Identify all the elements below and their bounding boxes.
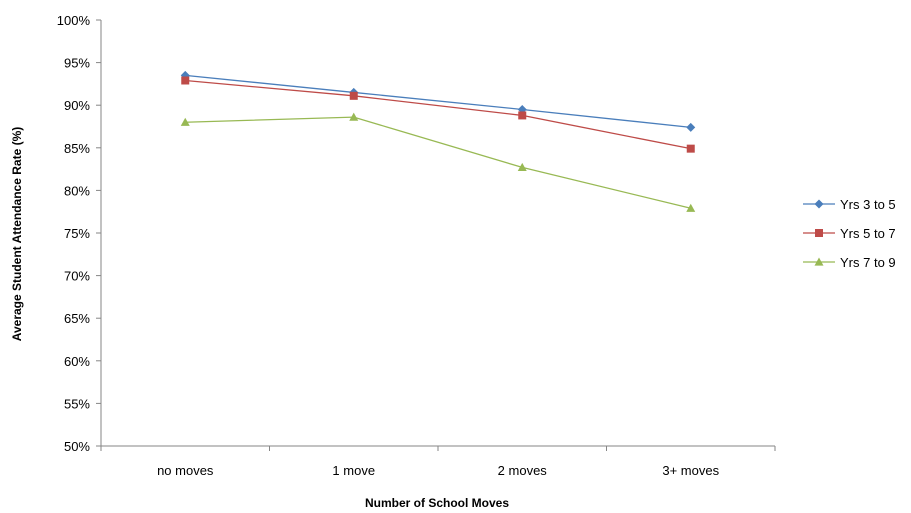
data-point xyxy=(686,203,696,212)
data-point xyxy=(518,111,527,120)
series-group xyxy=(180,70,696,212)
y-tick-label: 60% xyxy=(64,354,90,369)
y-axis-title: Average Student Attendance Rate (%) xyxy=(10,127,24,341)
x-ticks: no moves 1 move 2 moves 3+ moves xyxy=(100,446,776,478)
legend-marker xyxy=(815,229,823,237)
x-tick-label: 1 move xyxy=(332,463,375,478)
y-tick-label: 95% xyxy=(64,56,90,71)
y-tick-label: 100% xyxy=(57,13,91,28)
y-ticks: 50% 55% 60% 65% 70% 75% 80% 85% 90% 95% 100% xyxy=(57,13,101,454)
data-point xyxy=(686,122,696,132)
x-tick-label: 3+ moves xyxy=(662,463,719,478)
legend-item: Yrs 7 to 9 xyxy=(803,255,896,270)
x-tick-label: no moves xyxy=(157,463,214,478)
series-line xyxy=(185,74,691,128)
legend-label: Yrs 3 to 5 xyxy=(840,197,896,212)
series-2 xyxy=(181,76,695,153)
data-point xyxy=(180,117,190,126)
series-3 xyxy=(180,112,696,212)
series-line xyxy=(185,79,691,150)
legend: Yrs 3 to 5 Yrs 5 to 7 Yrs 7 to 9 xyxy=(803,197,896,270)
x-tick-label: 2 moves xyxy=(498,463,548,478)
legend-marker xyxy=(814,257,824,266)
legend-item: Yrs 5 to 7 xyxy=(803,226,896,241)
axes xyxy=(100,20,775,447)
y-tick-label: 50% xyxy=(64,439,90,454)
data-point xyxy=(349,112,359,121)
series-line xyxy=(185,116,691,209)
data-point xyxy=(686,144,695,153)
data-point xyxy=(181,76,190,85)
legend-item: Yrs 3 to 5 xyxy=(803,197,896,212)
y-tick-label: 70% xyxy=(64,269,90,284)
data-point xyxy=(517,162,527,171)
data-point xyxy=(349,91,358,100)
y-tick-label: 55% xyxy=(64,396,90,411)
y-tick-label: 80% xyxy=(64,183,90,198)
y-tick-label: 85% xyxy=(64,141,90,156)
x-axis-title: Number of School Moves xyxy=(365,496,509,510)
y-tick-label: 65% xyxy=(64,311,90,326)
legend-label: Yrs 7 to 9 xyxy=(840,255,896,270)
legend-marker xyxy=(814,199,824,209)
y-tick-label: 75% xyxy=(64,226,90,241)
legend-label: Yrs 5 to 7 xyxy=(840,226,896,241)
y-tick-label: 90% xyxy=(64,98,90,113)
series-1 xyxy=(180,70,696,132)
